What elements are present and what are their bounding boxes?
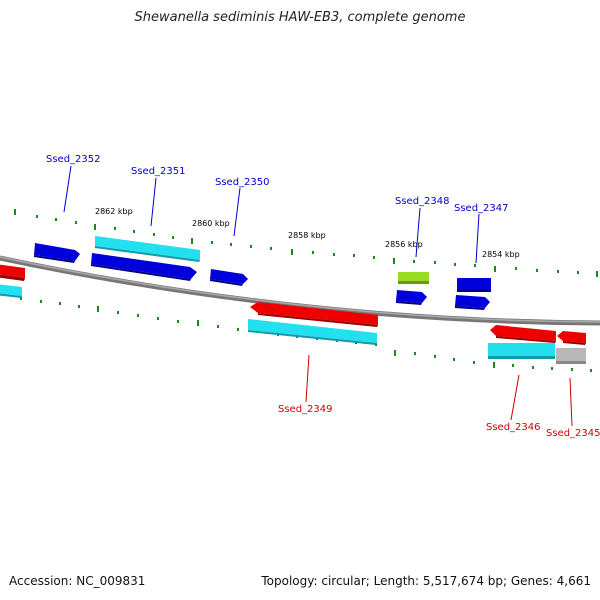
accession-label: Accession: NC_009831 — [9, 574, 146, 588]
gene-ssed-2348[interactable] — [396, 290, 427, 303]
gene-left-cyan[interactable] — [0, 284, 22, 296]
reverse-genes — [0, 264, 586, 364]
gene-label-ssed-2350[interactable]: Ssed_2350 — [215, 177, 270, 188]
upper-leader-lines — [63, 165, 480, 264]
gene-label-ssed-2347[interactable]: Ssed_2347 — [454, 203, 509, 214]
gene-ssed-2350[interactable] — [210, 269, 248, 284]
scale-label-2862: 2862 kbp — [95, 207, 133, 216]
gene-label-ssed-2345[interactable]: Ssed_2345 — [546, 428, 600, 439]
gene-ssed-2352[interactable] — [34, 243, 80, 261]
genome-backbone-highlight — [0, 256, 600, 323]
scale-label-2854: 2854 kbp — [482, 250, 520, 259]
scale-label-2856: 2856 kbp — [385, 240, 423, 249]
gene-ssed-2351-rna[interactable] — [95, 236, 200, 260]
scale-label-2860: 2860 kbp — [192, 219, 230, 228]
genome-summary: Topology: circular; Length: 5,517,674 bp… — [261, 574, 591, 588]
gene-left-red[interactable] — [0, 264, 25, 278]
gene-ssed-2346-rna[interactable] — [488, 343, 555, 356]
gene-ssed-2349[interactable] — [250, 302, 378, 325]
gene-ssed-2347-a[interactable] — [457, 278, 491, 289]
forward-genes — [34, 236, 491, 310]
map-title: Shewanella sediminis HAW-EB3, complete g… — [134, 10, 466, 25]
gene-label-ssed-2346[interactable]: Ssed_2346 — [486, 422, 541, 433]
gene-label-ssed-2349[interactable]: Ssed_2349 — [278, 404, 333, 415]
gene-ssed-2346[interactable] — [490, 325, 556, 341]
gene-ssed-2345-grey[interactable] — [556, 348, 586, 361]
gene-label-ssed-2351[interactable]: Ssed_2351 — [131, 166, 186, 177]
gene-ssed-2349-rna[interactable] — [248, 319, 377, 343]
genome-backbone — [0, 255, 600, 326]
lower-leader-lines — [305, 354, 573, 427]
gene-ssed-2348-green[interactable] — [398, 272, 429, 281]
gene-ssed-2351[interactable] — [91, 253, 197, 279]
gene-label-ssed-2352[interactable]: Ssed_2352 — [46, 154, 101, 165]
gene-label-ssed-2348[interactable]: Ssed_2348 — [395, 196, 450, 207]
upper-tick-row — [14, 209, 598, 277]
gene-ssed-2345[interactable] — [557, 331, 586, 343]
scale-label-2858: 2858 kbp — [288, 231, 326, 240]
gene-ssed-2347-b[interactable] — [455, 295, 490, 308]
